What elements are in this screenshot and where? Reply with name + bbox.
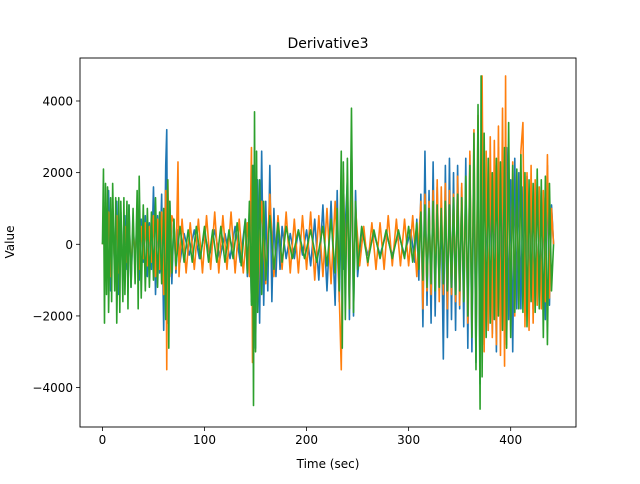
chart-title: Derivative3 (287, 36, 368, 52)
y-tick-label: −2000 (32, 309, 73, 323)
series-layer (101, 75, 555, 410)
x-tick-label: 0 (99, 433, 107, 447)
tick-layer: 0 100 200 300 400 −4000 −2000 0 2000 4000 (32, 94, 522, 447)
y-axis-label: Value (3, 226, 17, 259)
y-tick-label: 0 (65, 238, 73, 252)
y-tick-label: 4000 (42, 94, 73, 108)
plot-frame (79, 57, 577, 428)
x-tick-label: 200 (295, 433, 318, 447)
y-tick-label: −4000 (32, 381, 73, 395)
x-tick-label: 100 (193, 433, 216, 447)
x-tick-label: 300 (397, 433, 420, 447)
series-line-3 (101, 75, 555, 410)
x-tick-label: 400 (499, 433, 522, 447)
x-axis-label: Time (sec) (296, 457, 360, 471)
y-tick-label: 2000 (42, 166, 73, 180)
